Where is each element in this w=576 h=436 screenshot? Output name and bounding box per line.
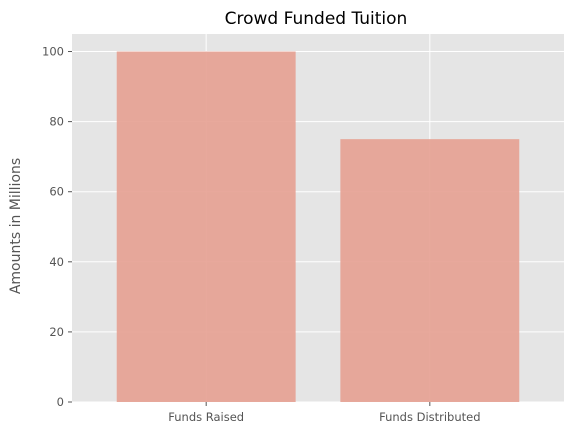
y-tick-label: 40 xyxy=(49,255,64,269)
y-tick-label: 80 xyxy=(49,115,64,129)
y-tick-label: 60 xyxy=(49,185,64,199)
x-tick-label: Funds Raised xyxy=(168,410,244,424)
y-axis-label: Amounts in Millions xyxy=(8,158,24,294)
chart-title: Crowd Funded Tuition xyxy=(225,9,408,29)
bars xyxy=(116,51,520,403)
x-tick-label: Funds Distributed xyxy=(379,410,480,424)
y-tick-label: 0 xyxy=(57,395,64,409)
bar-funds-distributed xyxy=(340,139,520,402)
x-ticks: Funds Raised Funds Distributed xyxy=(168,402,481,424)
y-tick-label: 100 xyxy=(42,45,64,59)
y-ticks: 0 20 40 60 80 100 xyxy=(42,45,72,409)
bar-funds-raised xyxy=(116,51,296,403)
y-tick-label: 20 xyxy=(49,325,64,339)
